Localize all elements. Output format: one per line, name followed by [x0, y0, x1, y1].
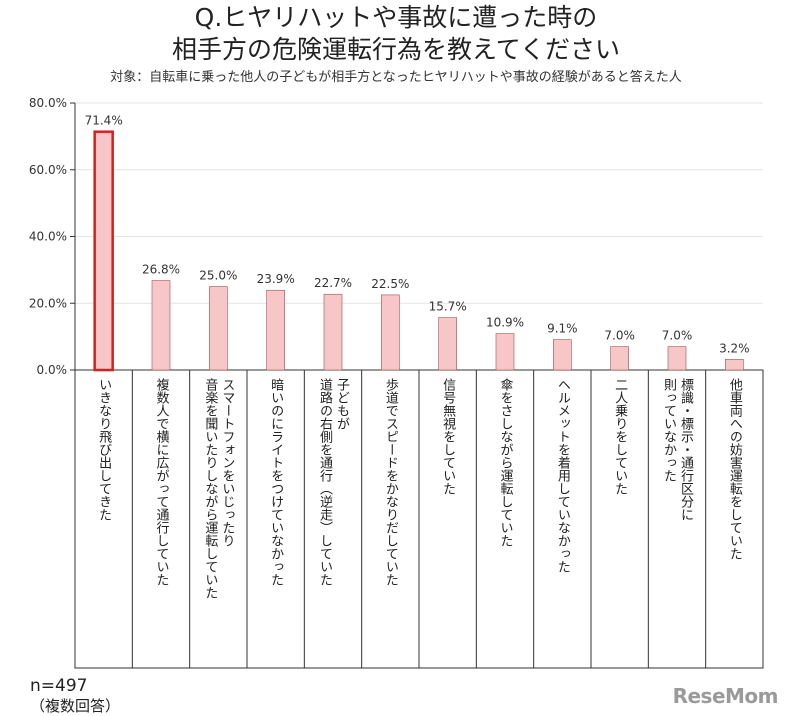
data-label: 71.4% [85, 114, 123, 128]
category-label: 歩道でスピードをかなりだしていた [383, 378, 399, 586]
category-label: いきなり飛び出してきた [96, 378, 112, 521]
y-tick-label: 60.0% [29, 163, 67, 177]
chart-title-line2: 相手方の危険運転行為を教えてください [171, 35, 620, 64]
bar [553, 339, 572, 371]
chart-title-line1: Q.ヒヤリハットや事故に遭った時の [194, 3, 598, 32]
bar [323, 293, 343, 371]
sample-size-note: n=497 [30, 676, 88, 696]
answer-type-note: （複数回答） [30, 697, 121, 715]
category-label: スマートフォンをいじったり [219, 378, 234, 547]
chart-subtitle: 対象：自転車に乗った他人の子どもが相手方となったヒヤリハットや事故の経験があると… [110, 70, 682, 85]
category-label: 標識・標示・通行区分に [678, 378, 694, 521]
data-label: 22.5% [371, 277, 409, 291]
category-label: 音楽を聞いたりしながら運転していた [202, 377, 218, 599]
resemom-logo: ReseMom [672, 684, 779, 708]
y-tick-label: 20.0% [29, 296, 67, 310]
bar [209, 286, 228, 371]
data-label: 10.9% [486, 316, 524, 330]
data-label: 25.0% [199, 269, 237, 283]
data-label: 26.8% [142, 263, 180, 277]
category-label: 二人乗りをしていた [612, 378, 628, 495]
y-tick-label: 0.0% [37, 363, 68, 377]
data-label: 23.9% [257, 272, 295, 286]
category-label: 他車両への妨害運転をしていた [727, 378, 743, 560]
data-label: 15.7% [429, 300, 467, 314]
category-label: 傘をさしながら運転していた [498, 378, 514, 547]
bar [610, 346, 629, 371]
data-label: 9.1% [547, 322, 578, 336]
bar [381, 294, 400, 371]
y-tick-label: 40.0% [29, 230, 67, 244]
bar [266, 289, 285, 371]
data-label: 22.7% [314, 276, 352, 290]
data-label: 7.0% [662, 329, 693, 343]
category-label: 道路の右側を通行（逆走）していた [317, 378, 333, 586]
bar [725, 359, 744, 371]
bar [667, 346, 687, 371]
bar [438, 317, 457, 371]
bar [151, 280, 171, 371]
category-label: 複数人で横に広がって通行していた [154, 377, 170, 586]
bar [93, 130, 114, 372]
y-tick-label: 80.0% [29, 96, 67, 110]
category-label: 子どもが [334, 378, 350, 430]
data-label: 7.0% [604, 329, 635, 343]
bar [495, 333, 515, 371]
category-label: ヘルメットを着用していなかった [555, 378, 571, 573]
category-label: 信号無視をしていた [440, 378, 456, 495]
data-label: 3.2% [719, 341, 750, 355]
category-label: 暗いのにライトをつけていなかった [268, 378, 283, 586]
category-label: 則っていなかった [661, 378, 677, 482]
